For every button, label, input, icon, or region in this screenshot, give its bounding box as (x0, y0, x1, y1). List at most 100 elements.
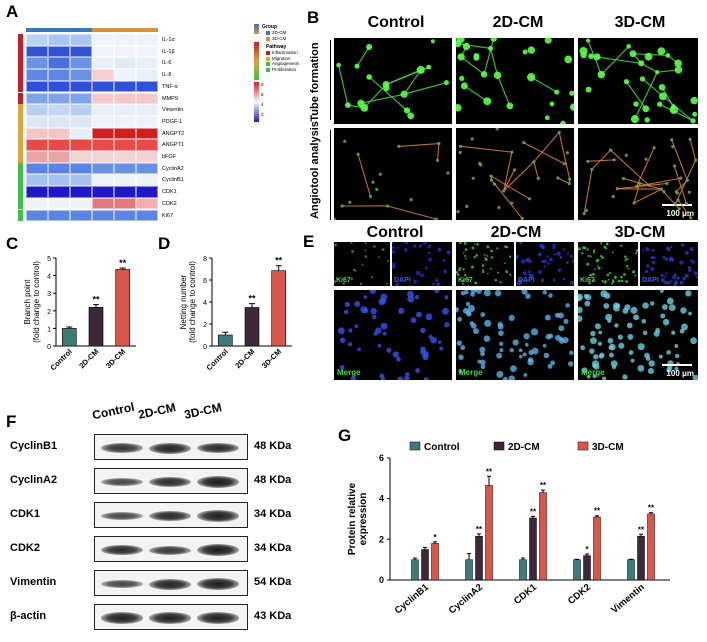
cell-nucleus (380, 322, 388, 330)
cell-nucleus (552, 246, 556, 250)
cell-nucleus (398, 307, 405, 315)
tube-node (489, 174, 493, 178)
cell-nucleus (496, 352, 503, 359)
tube-node (435, 158, 440, 163)
cell-nucleus (663, 275, 666, 278)
cell-nucleus (696, 275, 698, 279)
cell-nucleus (547, 262, 550, 265)
cell-nucleus (482, 268, 484, 271)
legend-label: 3D-CM (592, 442, 624, 453)
cell-nucleus (339, 364, 345, 370)
cell-nucleus (457, 316, 462, 322)
cell-nucleus (596, 265, 599, 267)
tube-node (670, 138, 674, 142)
legend-group-item: 3D-CM (272, 36, 287, 41)
panel-b-label: B (307, 8, 320, 27)
cell-nucleus (691, 260, 696, 264)
bar (244, 307, 260, 347)
tube-node (443, 80, 449, 86)
tube-node (434, 217, 438, 220)
cell-nucleus (518, 348, 523, 353)
cell-nucleus (549, 257, 553, 262)
cell-nucleus (689, 247, 694, 252)
heatmap-pathway-bar (18, 151, 23, 163)
cell-nucleus (589, 255, 592, 258)
cell-nucleus (483, 290, 491, 297)
heatmap-group-bar (26, 28, 48, 32)
cell-nucleus (542, 259, 547, 264)
tube-node (456, 210, 460, 214)
cell-nucleus (587, 254, 590, 257)
tube-node (662, 190, 666, 194)
cell-nucleus (538, 270, 542, 274)
cell-nucleus (661, 304, 668, 310)
e-col-3dcm: 3D-CM (614, 224, 666, 241)
cell-nucleus (499, 281, 502, 284)
cell-nucleus (490, 249, 494, 253)
cell-nucleus (337, 327, 345, 335)
cell-nucleus (584, 300, 591, 307)
tube-node (386, 204, 390, 208)
cell-nucleus (458, 369, 463, 374)
heatmap-cell (48, 104, 70, 116)
cell-nucleus (547, 363, 553, 369)
legend-group-swatch (254, 24, 259, 34)
heatmap-cell (136, 197, 158, 210)
cell-nucleus (570, 280, 574, 285)
heatmap-cell (136, 151, 158, 163)
cell-nucleus (637, 364, 645, 372)
x-tick-label: 3D-CM (104, 347, 127, 370)
tube-segment (436, 143, 440, 161)
cell-nucleus (523, 333, 530, 340)
cell-nucleus (650, 255, 654, 259)
heatmap-cell (70, 186, 92, 198)
cell-nucleus (464, 254, 467, 258)
bar (627, 559, 635, 581)
western-band (197, 578, 239, 590)
cell-nucleus (593, 249, 596, 252)
heatmap-pathway-bar (18, 174, 23, 187)
cell-nucleus (624, 304, 631, 311)
cell-nucleus (690, 337, 698, 345)
heatmap-cell (48, 69, 70, 81)
heatmap-cell (92, 92, 114, 105)
cell-nucleus (382, 331, 387, 336)
tube-node (630, 115, 639, 124)
tube-node (690, 96, 698, 105)
cell-nucleus (566, 252, 570, 255)
cell-nucleus (508, 255, 512, 258)
tube-node (673, 202, 677, 206)
cell-nucleus (591, 360, 599, 368)
significance-label: * (433, 533, 437, 542)
cell-nucleus (599, 255, 603, 258)
heatmap-gene-label: IL-8 (162, 72, 172, 79)
cell-nucleus (396, 356, 401, 362)
heatmap-cell (48, 209, 70, 222)
cell-nucleus (635, 249, 638, 252)
heatmap-group-bar (70, 28, 92, 32)
heatmap-cell (136, 57, 158, 70)
tube-node (665, 53, 671, 58)
heatmap-cell (70, 34, 92, 46)
tube-node (684, 201, 688, 206)
cell-nucleus (462, 282, 465, 285)
cell-nucleus (354, 301, 361, 308)
cell-nucleus (680, 243, 685, 247)
x-tick-label: 3D-CM (260, 347, 283, 370)
bar (539, 492, 547, 581)
cell-nucleus (674, 366, 679, 371)
legend-pathway-swatch (266, 51, 270, 55)
cell-nucleus (592, 374, 597, 379)
cell-nucleus (543, 352, 550, 359)
cell-nucleus (523, 373, 528, 377)
cell-nucleus (503, 262, 506, 264)
heatmap-cell (48, 92, 70, 105)
tube-node (588, 53, 594, 60)
cell-nucleus (609, 271, 612, 274)
cell-nucleus (597, 341, 603, 346)
cell-nucleus (481, 264, 485, 267)
cell-nucleus (483, 335, 491, 342)
cell-nucleus (608, 352, 614, 358)
cell-nucleus (467, 284, 470, 286)
tube-node (544, 115, 550, 121)
